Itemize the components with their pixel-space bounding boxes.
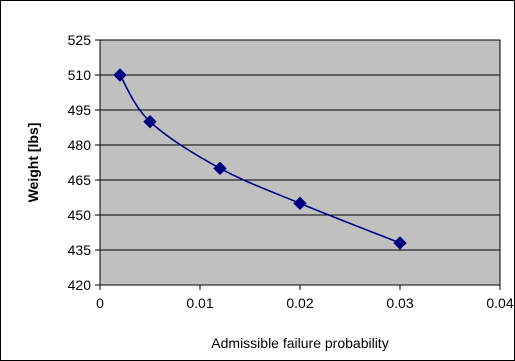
x-tick-label: 0 [96,295,104,311]
x-tick-labels: 0 0.01 0.02 0.03 0.04 [96,295,514,311]
x-tick-label: 0.02 [286,295,313,311]
data-point [113,68,127,82]
data-point [393,236,407,250]
y-tick-label: 450 [68,207,92,223]
plot-area [99,39,501,286]
y-tick-label: 480 [68,137,92,153]
data-point [293,196,307,211]
x-tick-label: 0.03 [386,295,413,311]
y-tick-label: 495 [68,102,92,118]
axes [95,39,501,290]
y-tick-label: 420 [68,277,92,293]
data-point [213,161,227,176]
y-tick-label: 525 [68,32,92,48]
data-points [113,68,407,250]
x-axis-title: Admissible failure probability [211,335,388,351]
x-tick-label: 0.04 [486,295,513,311]
y-tick-labels: 420 435 450 465 480 495 510 525 [68,32,92,293]
x-tick-label: 0.01 [186,295,213,311]
y-tick-label: 435 [68,242,92,258]
y-tick-label: 465 [68,172,92,188]
y-axis-title: Weight [lbs] [25,123,41,203]
gridlines [100,39,500,251]
data-point [143,114,157,129]
y-tick-label: 510 [68,67,92,83]
